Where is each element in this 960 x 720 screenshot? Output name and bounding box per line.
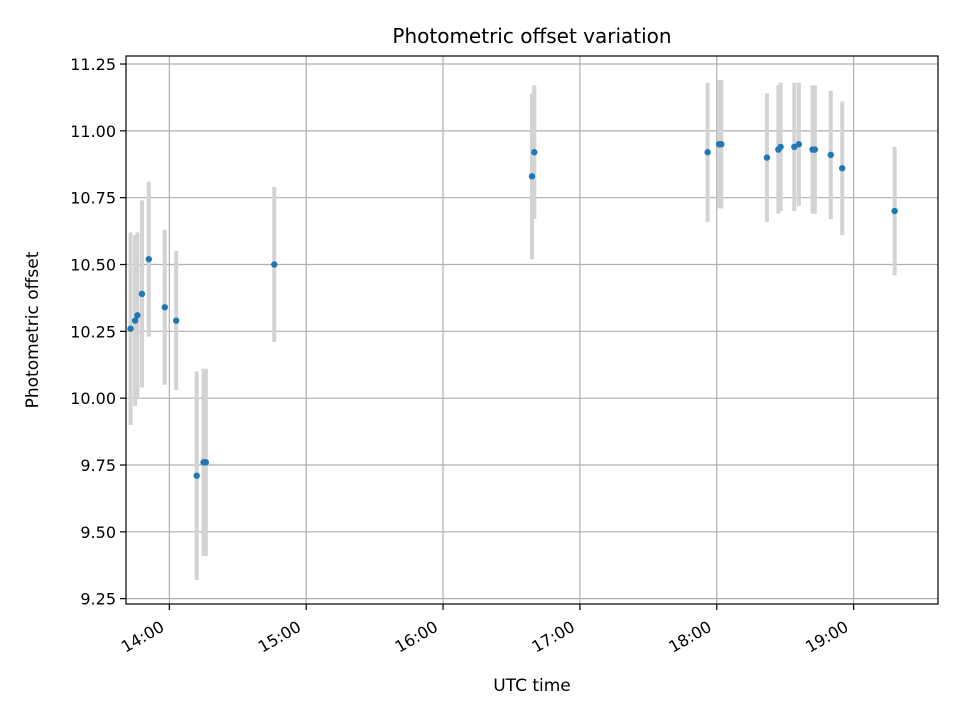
data-point [891, 207, 898, 215]
y-tick-label: 9.25 [80, 590, 116, 609]
data-point [271, 261, 278, 268]
data-point [827, 151, 834, 159]
data-point [138, 290, 146, 298]
data-point [202, 459, 210, 466]
data-point [131, 317, 139, 324]
data-point [704, 149, 711, 156]
data-point [795, 141, 803, 148]
y-axis: 9.25 9.50 9.75 10.00 10.25 10.50 10.75 11.00 11.… [70, 55, 126, 609]
data-point [172, 317, 180, 324]
y-tick-label: 10.00 [70, 389, 116, 408]
data-point [763, 154, 771, 161]
data-points [127, 141, 898, 479]
plot-frame [125, 55, 939, 605]
data-point [127, 325, 134, 332]
y-tick-label: 11.00 [70, 122, 116, 141]
y-tick-label: 9.75 [80, 456, 116, 475]
data-point [777, 143, 784, 151]
data-point [145, 255, 153, 263]
data-point [161, 304, 168, 311]
data-point [839, 165, 846, 172]
y-tick-label: 9.50 [80, 523, 116, 542]
y-tick-label: 10.50 [70, 256, 116, 275]
x-axis-title: UTC time [493, 676, 571, 696]
y-tick-label: 11.25 [70, 55, 116, 74]
data-point [811, 146, 819, 153]
y-tick-label: 10.25 [70, 322, 116, 341]
data-point [134, 312, 141, 319]
data-point [531, 149, 538, 156]
y-axis-title: Photometric offset [23, 251, 43, 408]
data-point [528, 173, 536, 180]
y-tick-label: 10.75 [70, 189, 116, 208]
data-point [193, 472, 200, 479]
data-point [718, 141, 725, 148]
chart-title: Photometric offset variation [392, 24, 671, 48]
